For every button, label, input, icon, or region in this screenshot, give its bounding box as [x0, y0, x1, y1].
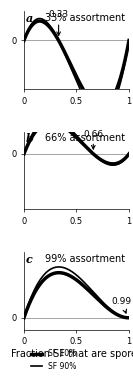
Legend: SF 10%, SF 90%: SF 10%, SF 90%: [28, 346, 80, 374]
Text: c: c: [26, 254, 33, 265]
Text: 0.99: 0.99: [112, 297, 132, 313]
Text: 0.66: 0.66: [83, 130, 103, 149]
Text: 0.33: 0.33: [49, 11, 69, 36]
Text: 66% assortment: 66% assortment: [45, 133, 125, 143]
X-axis label: Fraction SF that are spores: Fraction SF that are spores: [11, 349, 133, 359]
Text: a: a: [26, 13, 33, 24]
Text: b: b: [26, 133, 34, 144]
Text: 99% assortment: 99% assortment: [45, 254, 125, 264]
Text: 33% assortment: 33% assortment: [45, 13, 125, 23]
